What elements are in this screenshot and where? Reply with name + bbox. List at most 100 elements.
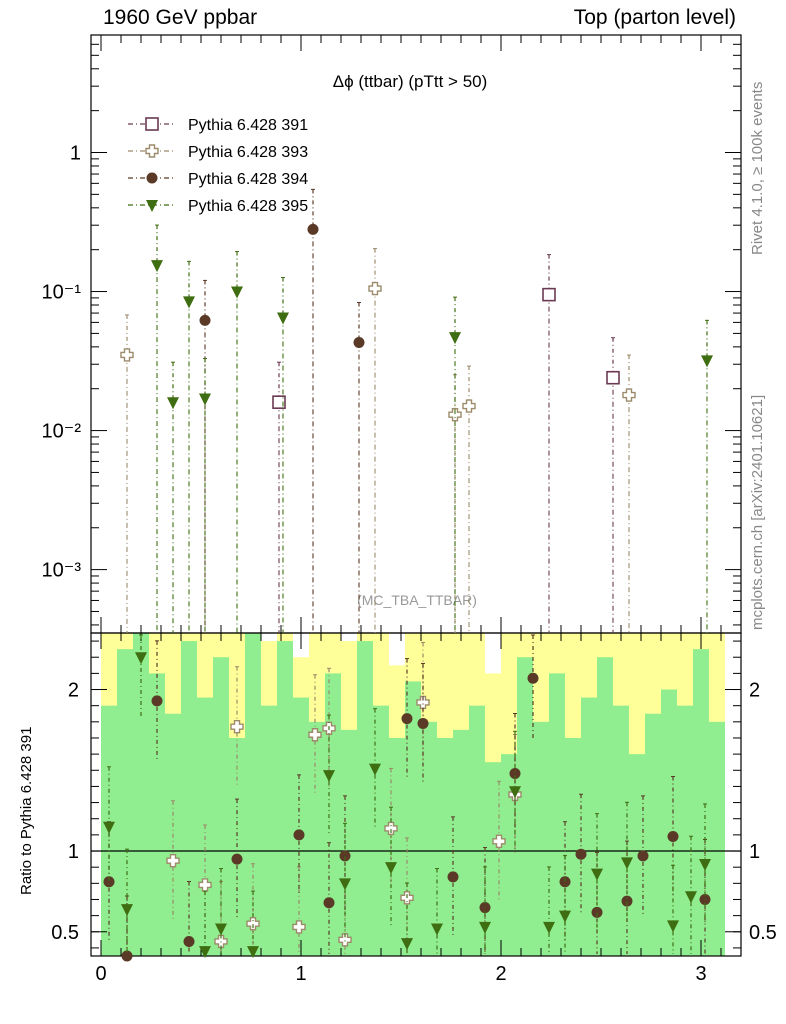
ratio-point-filled-circle bbox=[339, 850, 351, 862]
ratio-plot-frame bbox=[90, 632, 742, 957]
uncertainty-band-green bbox=[565, 737, 581, 956]
uncertainty-band-green bbox=[693, 649, 709, 956]
ratio-point-filled-triangle-down bbox=[621, 857, 633, 870]
uncertainty-band-green bbox=[613, 705, 629, 956]
data-point-filled-triangle-down bbox=[449, 332, 461, 345]
uncertainty-band-green bbox=[245, 633, 261, 956]
ratio-point-open-cross bbox=[338, 933, 352, 947]
header-process-label: Top (parton level) bbox=[573, 6, 736, 29]
ratio-point-filled-triangle-down bbox=[199, 946, 211, 959]
ratio-y-tick-label-right: 0.5 bbox=[749, 922, 777, 944]
ratio-point-open-cross bbox=[416, 695, 430, 710]
uncertainty-band-green bbox=[661, 689, 677, 956]
uncertainty-band-green bbox=[533, 721, 549, 956]
uncertainty-band-green bbox=[629, 754, 645, 956]
uncertainty-band-green bbox=[181, 641, 197, 956]
ratio-point-filled-triangle-down bbox=[401, 938, 413, 951]
data-point-open-cross bbox=[462, 399, 476, 413]
ratio-point-open-cross bbox=[198, 878, 212, 892]
uncertainty-band-green bbox=[213, 657, 229, 956]
ratio-point-filled-circle bbox=[575, 848, 587, 860]
uncertainty-band-green bbox=[293, 697, 309, 956]
uncertainty-band-green bbox=[117, 649, 133, 956]
ratio-point-open-cross bbox=[166, 854, 180, 868]
uncertainty-band-green bbox=[341, 729, 357, 956]
uncertainty-band-green bbox=[597, 657, 613, 956]
data-point-filled-circle bbox=[353, 336, 365, 348]
uncertainty-band-green bbox=[709, 721, 725, 956]
ratio-point-filled-circle bbox=[323, 897, 335, 909]
ratio-point-filled-triangle-down bbox=[323, 770, 335, 783]
analysis-watermark: (MC_TBA_TTBAR) bbox=[357, 592, 477, 608]
x-tick-label: 3 bbox=[695, 963, 706, 985]
legend-label: Pythia 6.428 394 bbox=[188, 171, 308, 188]
ratio-point-filled-circle bbox=[103, 876, 115, 888]
ratio-point-filled-triangle-down bbox=[135, 652, 147, 665]
ratio-point-open-cross bbox=[230, 719, 244, 734]
uncertainty-band-green bbox=[469, 705, 485, 956]
uncertainty-band-green bbox=[325, 673, 341, 956]
ratio-point-filled-circle bbox=[637, 850, 649, 862]
ratio-point-filled-triangle-down bbox=[385, 862, 397, 875]
ratio-point-open-cross bbox=[246, 917, 260, 931]
ratio-point-filled-circle bbox=[121, 950, 133, 962]
legend-marker-open-cross bbox=[145, 144, 159, 158]
uncertainty-band-green bbox=[149, 673, 165, 956]
uncertainty-band-green bbox=[501, 754, 517, 956]
uncertainty-band-green bbox=[645, 713, 661, 956]
ratio-point-open-cross bbox=[308, 728, 322, 742]
x-tick-label: 1 bbox=[295, 963, 306, 985]
ratio-point-filled-circle bbox=[183, 935, 195, 947]
ratio-y-tick-label: 2 bbox=[68, 680, 79, 702]
uncertainty-band-green bbox=[261, 705, 277, 956]
data-point-open-square bbox=[606, 370, 620, 385]
ratio-y-tick-label: 1 bbox=[68, 841, 79, 863]
uncertainty-band-green bbox=[133, 633, 149, 956]
data-point-filled-triangle-down bbox=[151, 260, 163, 273]
data-point-filled-circle bbox=[199, 314, 211, 326]
ratio-point-filled-circle bbox=[417, 717, 429, 729]
ratio-point-open-cross bbox=[492, 834, 506, 849]
ratio-point-filled-circle bbox=[293, 829, 305, 841]
ratio-point-filled-circle bbox=[231, 853, 243, 865]
data-point-open-square bbox=[542, 287, 556, 302]
uncertainty-band-green bbox=[581, 697, 597, 956]
header-energy-label: 1960 GeV ppbar bbox=[103, 6, 258, 29]
uncertainty-band-green bbox=[277, 641, 293, 956]
ratio-point-filled-triangle-down bbox=[509, 786, 521, 799]
uncertainty-band-green bbox=[389, 737, 405, 956]
ratio-point-filled-triangle-down bbox=[685, 891, 697, 904]
ratio-point-filled-triangle-down bbox=[543, 921, 555, 934]
uncertainty-band-green bbox=[421, 721, 437, 956]
legend-marker-open-square bbox=[145, 117, 159, 131]
ratio-point-filled-triangle-down bbox=[591, 868, 603, 881]
uncertainty-band-green bbox=[405, 681, 421, 956]
data-point-open-cross bbox=[448, 408, 462, 422]
data-point-open-square bbox=[272, 395, 286, 409]
ratio-point-filled-circle bbox=[591, 906, 603, 918]
ratio-point-filled-triangle-down bbox=[479, 921, 491, 934]
ratio-point-filled-triangle-down bbox=[247, 946, 259, 959]
plot-title: Δϕ (ttbar) (pTtt > 50) bbox=[333, 72, 488, 91]
uncertainty-band-green bbox=[357, 641, 373, 956]
ratio-point-filled-triangle-down bbox=[667, 920, 679, 933]
data-point-open-cross bbox=[120, 348, 134, 362]
x-tick-label: 0 bbox=[95, 963, 106, 985]
data-point-filled-triangle-down bbox=[199, 393, 211, 406]
ratio-point-filled-triangle-down bbox=[339, 878, 351, 891]
y-tick-label: 10⁻³ bbox=[42, 560, 82, 582]
ratio-point-filled-triangle-down bbox=[215, 923, 227, 936]
x-tick-label: 2 bbox=[495, 963, 506, 985]
data-point-filled-triangle-down bbox=[167, 397, 179, 410]
ratio-y-tick-label-right: 1 bbox=[749, 841, 760, 863]
ratio-point-filled-circle bbox=[559, 876, 571, 888]
ratio-point-filled-triangle-down bbox=[369, 763, 381, 776]
y-tick-label: 10⁻² bbox=[42, 421, 82, 443]
ratio-y-tick-label-right: 2 bbox=[749, 680, 760, 702]
y-tick-label: 10⁻¹ bbox=[42, 282, 82, 304]
legend-label: Pythia 6.428 393 bbox=[188, 144, 308, 161]
data-point-open-cross bbox=[622, 388, 636, 402]
ratio-point-open-cross bbox=[292, 920, 306, 934]
data-point-filled-triangle-down bbox=[231, 286, 243, 299]
